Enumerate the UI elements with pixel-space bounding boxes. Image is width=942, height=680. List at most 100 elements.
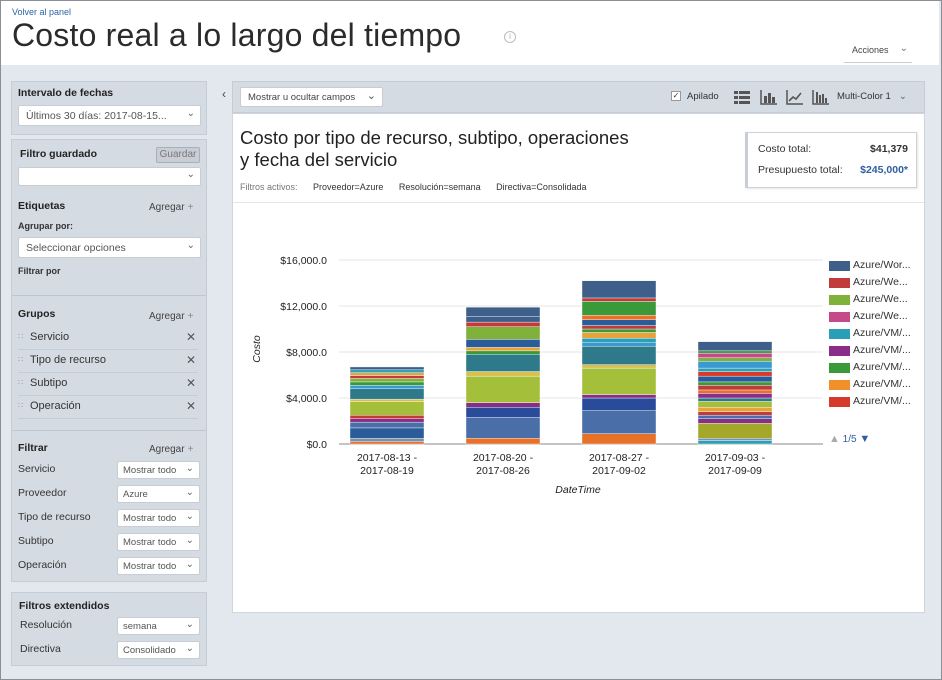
bar-segment [697, 438, 773, 441]
chevron-down-icon: ⌄ [186, 240, 195, 251]
bar-chart-icon[interactable] [760, 89, 778, 105]
palette-select[interactable]: Multi-Color 1 ⌄ [837, 91, 907, 102]
bar-segment [697, 371, 773, 377]
divider [233, 202, 924, 203]
bar-segment [697, 406, 773, 412]
page-header: Volver al panel Costo real a lo largo de… [1, 1, 939, 65]
bar-segment [349, 375, 425, 379]
legend-swatch [829, 261, 850, 271]
total-cost-label: Costo total: [758, 143, 812, 155]
drag-handle-icon[interactable]: ∷ [18, 355, 23, 364]
active-filters: Filtros activos: Proveedor=Azure Resoluc… [240, 182, 599, 192]
tags-title: Etiquetas [18, 200, 66, 212]
add-filter-button[interactable]: Agregar + [149, 444, 193, 455]
legend-swatch [829, 346, 850, 356]
stacked-checkbox[interactable]: ✓ [671, 91, 681, 101]
drag-handle-icon[interactable]: ∷ [18, 332, 23, 341]
remove-icon[interactable]: ✕ [185, 330, 196, 344]
bar-segment [349, 415, 425, 419]
line-chart-icon[interactable] [786, 89, 804, 105]
bar-segment [697, 375, 773, 383]
filter-title: Filtrar [18, 442, 48, 454]
remove-icon[interactable]: ✕ [185, 353, 196, 367]
bar-segment [697, 360, 773, 369]
filter-servicio-select[interactable]: Mostrar todo ⌄ [117, 461, 200, 479]
y-tick-label: $16,000.0 [280, 255, 327, 267]
active-filter: Directiva=Consolidada [496, 182, 587, 192]
date-range-title: Intervalo de fechas [18, 87, 114, 99]
budget-label: Presupuesto total: [758, 164, 843, 176]
add-tag-button[interactable]: Agregar + [149, 202, 193, 213]
column-chart-icon[interactable] [812, 89, 830, 105]
bar-segment [697, 397, 773, 402]
actions-menu[interactable]: Acciones ⌄ [844, 41, 912, 63]
bar-segment [465, 350, 541, 355]
directive-select[interactable]: Consolidado ⌄ [117, 641, 200, 659]
legend-swatch [829, 329, 850, 339]
chevron-down-icon: ⌄ [899, 43, 908, 54]
collapse-sidebar-icon[interactable]: ‹ [222, 87, 226, 101]
add-group-label: Agregar [149, 311, 185, 322]
show-hide-fields-select[interactable]: Mostrar u ocultar campos ⌄ [240, 87, 383, 107]
divider [12, 295, 206, 296]
table-icon[interactable] [733, 89, 751, 105]
bar-segment [581, 328, 657, 333]
bar-segment [581, 342, 657, 347]
legend-label: Azure/We... [853, 293, 908, 305]
bar-segment [349, 369, 425, 373]
legend-prev-icon[interactable]: ▲ [829, 433, 840, 445]
group-item-servicio[interactable]: ∷ Servicio ✕ [18, 328, 198, 350]
x-axis-label: DateTime [555, 484, 601, 496]
bar-segment [697, 341, 773, 352]
filter-operacion-select[interactable]: Mostrar todo ⌄ [117, 557, 200, 575]
add-filter-label: Agregar [149, 444, 185, 455]
saved-filter-title: Filtro guardado [20, 148, 97, 160]
add-group-button[interactable]: Agregar + [149, 311, 193, 322]
chevron-down-icon: ⌄ [186, 169, 195, 180]
filter-proveedor-select[interactable]: Azure ⌄ [117, 485, 200, 503]
legend-label: Azure/Wor... [853, 259, 911, 271]
resolution-select[interactable]: semana ⌄ [117, 617, 200, 635]
bar-segment [581, 367, 657, 395]
bar-segment [465, 321, 541, 327]
bar-segment [349, 398, 425, 402]
legend-swatch [829, 363, 850, 373]
info-icon[interactable]: i [504, 31, 516, 43]
bar-segment [349, 366, 425, 371]
chevron-down-icon: ⌄ [185, 463, 194, 474]
plus-icon: + [187, 202, 194, 213]
chevron-down-icon: ⌄ [185, 619, 194, 630]
group-item-operacion[interactable]: ∷ Operación ✕ [18, 397, 198, 419]
filter-tipo-recurso-value: Mostrar todo [123, 513, 177, 524]
drag-handle-icon[interactable]: ∷ [18, 401, 23, 410]
chevron-down-icon: ⌄ [185, 487, 194, 498]
date-range-select[interactable]: Últimos 30 días: 2017-08-15... ⌄ [18, 105, 201, 126]
bar-segment [581, 297, 657, 302]
legend-next-icon[interactable]: ▼ [859, 433, 871, 445]
remove-icon[interactable]: ✕ [185, 399, 196, 413]
resolution-label: Resolución [20, 619, 72, 631]
bar-segment [349, 427, 425, 439]
bar-segment [697, 415, 773, 419]
remove-icon[interactable]: ✕ [185, 376, 196, 390]
filter-subtipo-value: Mostrar todo [123, 537, 177, 548]
saved-filter-select[interactable]: ⌄ [18, 167, 201, 186]
tag-group-select[interactable]: Seleccionar opciones ⌄ [18, 237, 201, 258]
filter-tipo-recurso-select[interactable]: Mostrar todo ⌄ [117, 509, 200, 527]
budget-value: $245,000* [860, 164, 908, 176]
active-filter: Resolución=semana [398, 182, 481, 192]
bar-segment [581, 280, 657, 299]
filter-subtipo-select[interactable]: Mostrar todo ⌄ [117, 533, 200, 551]
drag-handle-icon[interactable]: ∷ [18, 378, 23, 387]
report-title-line2: y fecha del servicio [240, 149, 398, 170]
divider [12, 430, 206, 431]
bar-segment [349, 381, 425, 386]
group-item-subtipo[interactable]: ∷ Subtipo ✕ [18, 374, 198, 396]
group-item-tipo-de-recurso[interactable]: ∷ Tipo de recurso ✕ [18, 351, 198, 373]
chevron-down-icon: ⌄ [185, 535, 194, 546]
chevron-down-icon: ⌄ [366, 90, 376, 102]
save-filter-button[interactable]: Guardar [156, 147, 200, 163]
bar-segment [349, 378, 425, 383]
back-to-dashboard-link[interactable]: Volver al panel [12, 7, 72, 17]
extended-filters-title: Filtros extendidos [19, 600, 110, 612]
